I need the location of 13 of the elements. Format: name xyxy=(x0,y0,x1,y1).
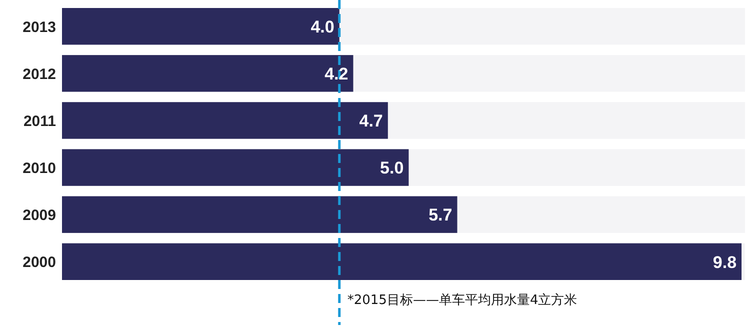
ref-line-label: *2015目标——单车平均用水量4立方米 xyxy=(347,292,578,308)
y-tick-label: 2011 xyxy=(23,112,56,130)
y-tick-label: 2013 xyxy=(22,18,56,36)
y-tick-label: 2000 xyxy=(22,254,56,272)
data-label: 4.0 xyxy=(310,17,334,36)
data-label: 5.7 xyxy=(428,206,452,225)
y-tick-label: 2009 xyxy=(22,206,56,224)
data-label: 9.8 xyxy=(712,252,737,272)
bar xyxy=(62,243,742,280)
y-tick-label: 2010 xyxy=(22,160,56,177)
data-label: 5.0 xyxy=(380,158,404,178)
data-label: 4.7 xyxy=(359,112,383,131)
y-tick-label: 2012 xyxy=(22,66,56,83)
